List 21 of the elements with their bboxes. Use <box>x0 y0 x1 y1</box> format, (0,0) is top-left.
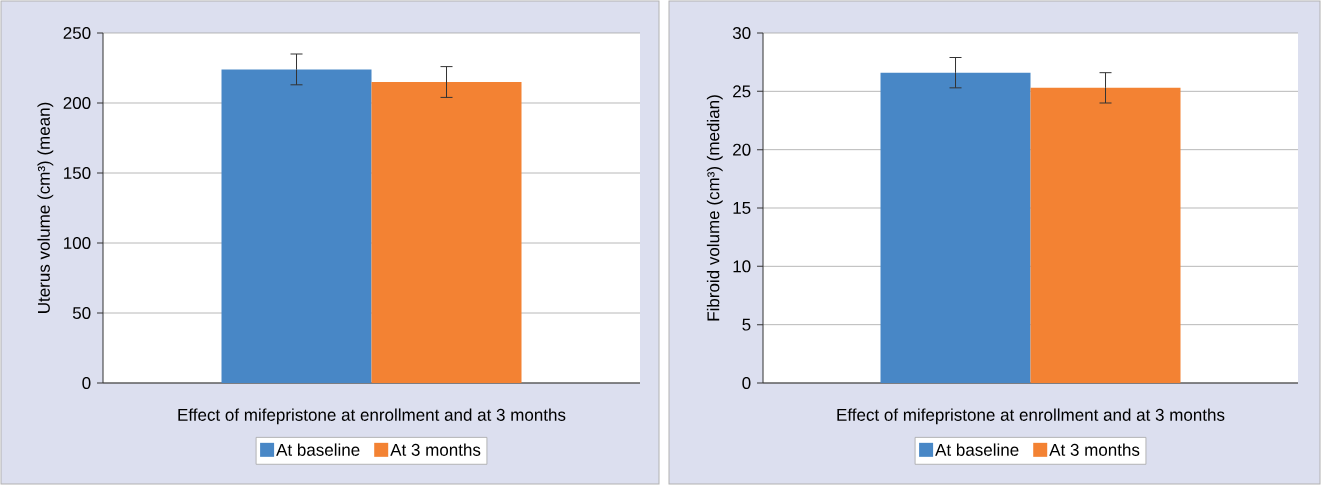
y-tick-label: 150 <box>64 166 91 180</box>
y-tick-label: 25 <box>733 85 751 98</box>
y-tick-label: 50 <box>72 306 91 320</box>
y-tick-label: 10 <box>733 260 751 273</box>
y-tick-label: 30 <box>732 26 751 40</box>
y-tick-label: 20 <box>733 143 751 156</box>
legend-label: At 3 months <box>1049 443 1140 456</box>
x-axis-title: Effect of mifepristone at enrollment and at 3 months <box>837 408 1225 425</box>
legend-label: At baseline <box>276 443 360 456</box>
y-tick-label: 100 <box>64 236 91 250</box>
y-tick-label: 0 <box>742 376 751 390</box>
x-axis-title: Effect of mifepristone at enrollment and at 3 months <box>178 408 566 425</box>
y-axis-title: Uterus volume (cm³) (mean) <box>37 102 54 313</box>
y-tick-label: 15 <box>733 202 751 214</box>
y-axis-title: Fibroid volume (cm³) (median) <box>706 95 723 321</box>
y-tick-label: 250 <box>63 26 91 40</box>
y-tick-label: 0 <box>82 376 91 390</box>
y-tick-label: 200 <box>63 96 91 110</box>
y-tick-label: 5 <box>742 318 751 331</box>
legend-label: At 3 months <box>390 443 481 456</box>
legend-label: At baseline <box>935 443 1019 456</box>
